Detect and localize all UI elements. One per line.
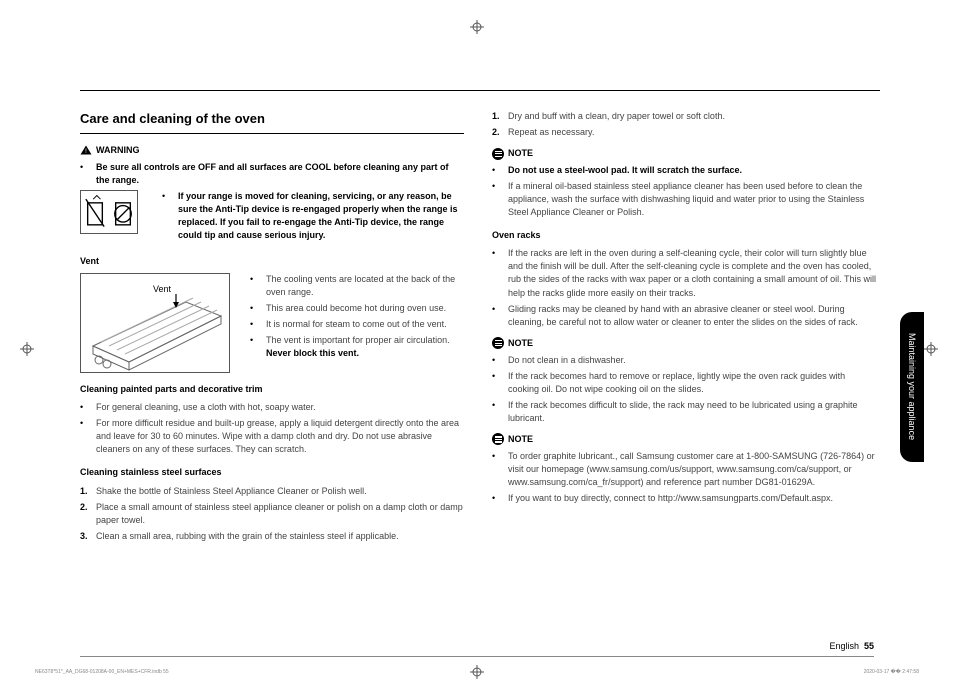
- note1-label: NOTE: [508, 147, 533, 160]
- stainless-s2: Place a small amount of stainless steel …: [96, 501, 464, 527]
- note-icon: [492, 337, 504, 349]
- section-title: Care and cleaning of the oven: [80, 110, 464, 134]
- note2-bullets: Do not clean in a dishwasher. If the rac…: [492, 354, 876, 425]
- footer-rule: [80, 656, 874, 657]
- racks-heading: Oven racks: [492, 229, 876, 242]
- note3-b1: To order graphite lubricant., call Samsu…: [508, 450, 876, 489]
- left-column: Care and cleaning of the oven ! WARNING …: [80, 110, 464, 546]
- vent-heading: Vent: [80, 255, 464, 268]
- racks-b2: Gliding racks may be cleaned by hand wit…: [508, 303, 876, 329]
- page-content: Care and cleaning of the oven ! WARNING …: [80, 90, 880, 650]
- stainless-s3: Clean a small area, rubbing with the gra…: [96, 530, 399, 543]
- footer-tiny-left: NE63T8*51*_AA_DG68-01208A-00_EN+MES+CFR.…: [35, 669, 169, 675]
- note1-b1: Do not use a steel-wool pad. It will scr…: [508, 164, 742, 177]
- note2-header: NOTE: [492, 337, 876, 350]
- racks-bullets: If the racks are left in the oven during…: [492, 247, 876, 328]
- vent-b4: The vent is important for proper air cir…: [266, 334, 464, 360]
- anti-tip-bullets: If your range is moved for cleaning, ser…: [162, 190, 464, 245]
- anti-tip-row: If your range is moved for cleaning, ser…: [80, 190, 464, 245]
- vent-b2: This area could become hot during oven u…: [266, 302, 446, 315]
- note3-b2: If you want to buy directly, connect to …: [508, 492, 833, 505]
- vent-b1: The cooling vents are located at the bac…: [266, 273, 464, 299]
- note-icon: [492, 433, 504, 445]
- warning-header: ! WARNING: [80, 144, 464, 157]
- stainless-s5: Repeat as necessary.: [508, 126, 594, 139]
- stainless-s1: Shake the bottle of Stainless Steel Appl…: [96, 485, 367, 498]
- footer-tiny-right: 2020-03-17 �� 2:47:58: [864, 669, 919, 675]
- registration-mark-icon: [20, 342, 34, 356]
- vent-figure: Vent: [80, 273, 230, 373]
- note1-header: NOTE: [492, 147, 876, 160]
- side-tab: Maintaining your appliance: [900, 312, 924, 462]
- note2-b2: If the rack becomes hard to remove or re…: [508, 370, 876, 396]
- painted-bullets: For general cleaning, use a cloth with h…: [80, 401, 464, 456]
- footer-lang-page: English 55: [829, 641, 874, 651]
- note3-bullets: To order graphite lubricant., call Samsu…: [492, 450, 876, 505]
- note2-label: NOTE: [508, 337, 533, 350]
- svg-text:Vent: Vent: [153, 284, 172, 294]
- stainless-heading: Cleaning stainless steel surfaces: [80, 466, 464, 479]
- footer-lang: English: [829, 641, 859, 651]
- anti-tip-figure: [80, 190, 138, 234]
- note1-b2: If a mineral oil-based stainless steel a…: [508, 180, 876, 219]
- painted-heading: Cleaning painted parts and decorative tr…: [80, 383, 464, 396]
- vent-row: Vent The cooling vents are located at th…: [80, 273, 464, 373]
- note3-label: NOTE: [508, 433, 533, 446]
- stainless-steps-cont: Dry and buff with a clean, dry paper tow…: [492, 110, 876, 139]
- warning-icon: !: [80, 145, 92, 155]
- painted-b1: For general cleaning, use a cloth with h…: [96, 401, 316, 414]
- note1-bullets: Do not use a steel-wool pad. It will scr…: [492, 164, 876, 219]
- stainless-steps: Shake the bottle of Stainless Steel Appl…: [80, 485, 464, 543]
- vent-b3: It is normal for steam to come out of th…: [266, 318, 447, 331]
- anti-tip-text: If your range is moved for cleaning, ser…: [178, 190, 464, 242]
- vent-bullets: The cooling vents are located at the bac…: [250, 273, 464, 373]
- note-icon: [492, 148, 504, 160]
- racks-b1: If the racks are left in the oven during…: [508, 247, 876, 299]
- registration-mark-icon: [470, 665, 484, 679]
- footer-page: 55: [864, 641, 874, 651]
- note3-header: NOTE: [492, 433, 876, 446]
- warning-bullets: Be sure all controls are OFF and all sur…: [80, 161, 464, 187]
- registration-mark-icon: [470, 20, 484, 34]
- warning-text-1: Be sure all controls are OFF and all sur…: [96, 161, 464, 187]
- warning-label: WARNING: [96, 144, 140, 157]
- note2-b1: Do not clean in a dishwasher.: [508, 354, 626, 367]
- registration-mark-icon: [924, 342, 938, 356]
- note2-b3: If the rack becomes difficult to slide, …: [508, 399, 876, 425]
- painted-b2: For more difficult residue and built-up …: [96, 417, 464, 456]
- stainless-s4: Dry and buff with a clean, dry paper tow…: [508, 110, 725, 123]
- right-column: Dry and buff with a clean, dry paper tow…: [492, 110, 876, 546]
